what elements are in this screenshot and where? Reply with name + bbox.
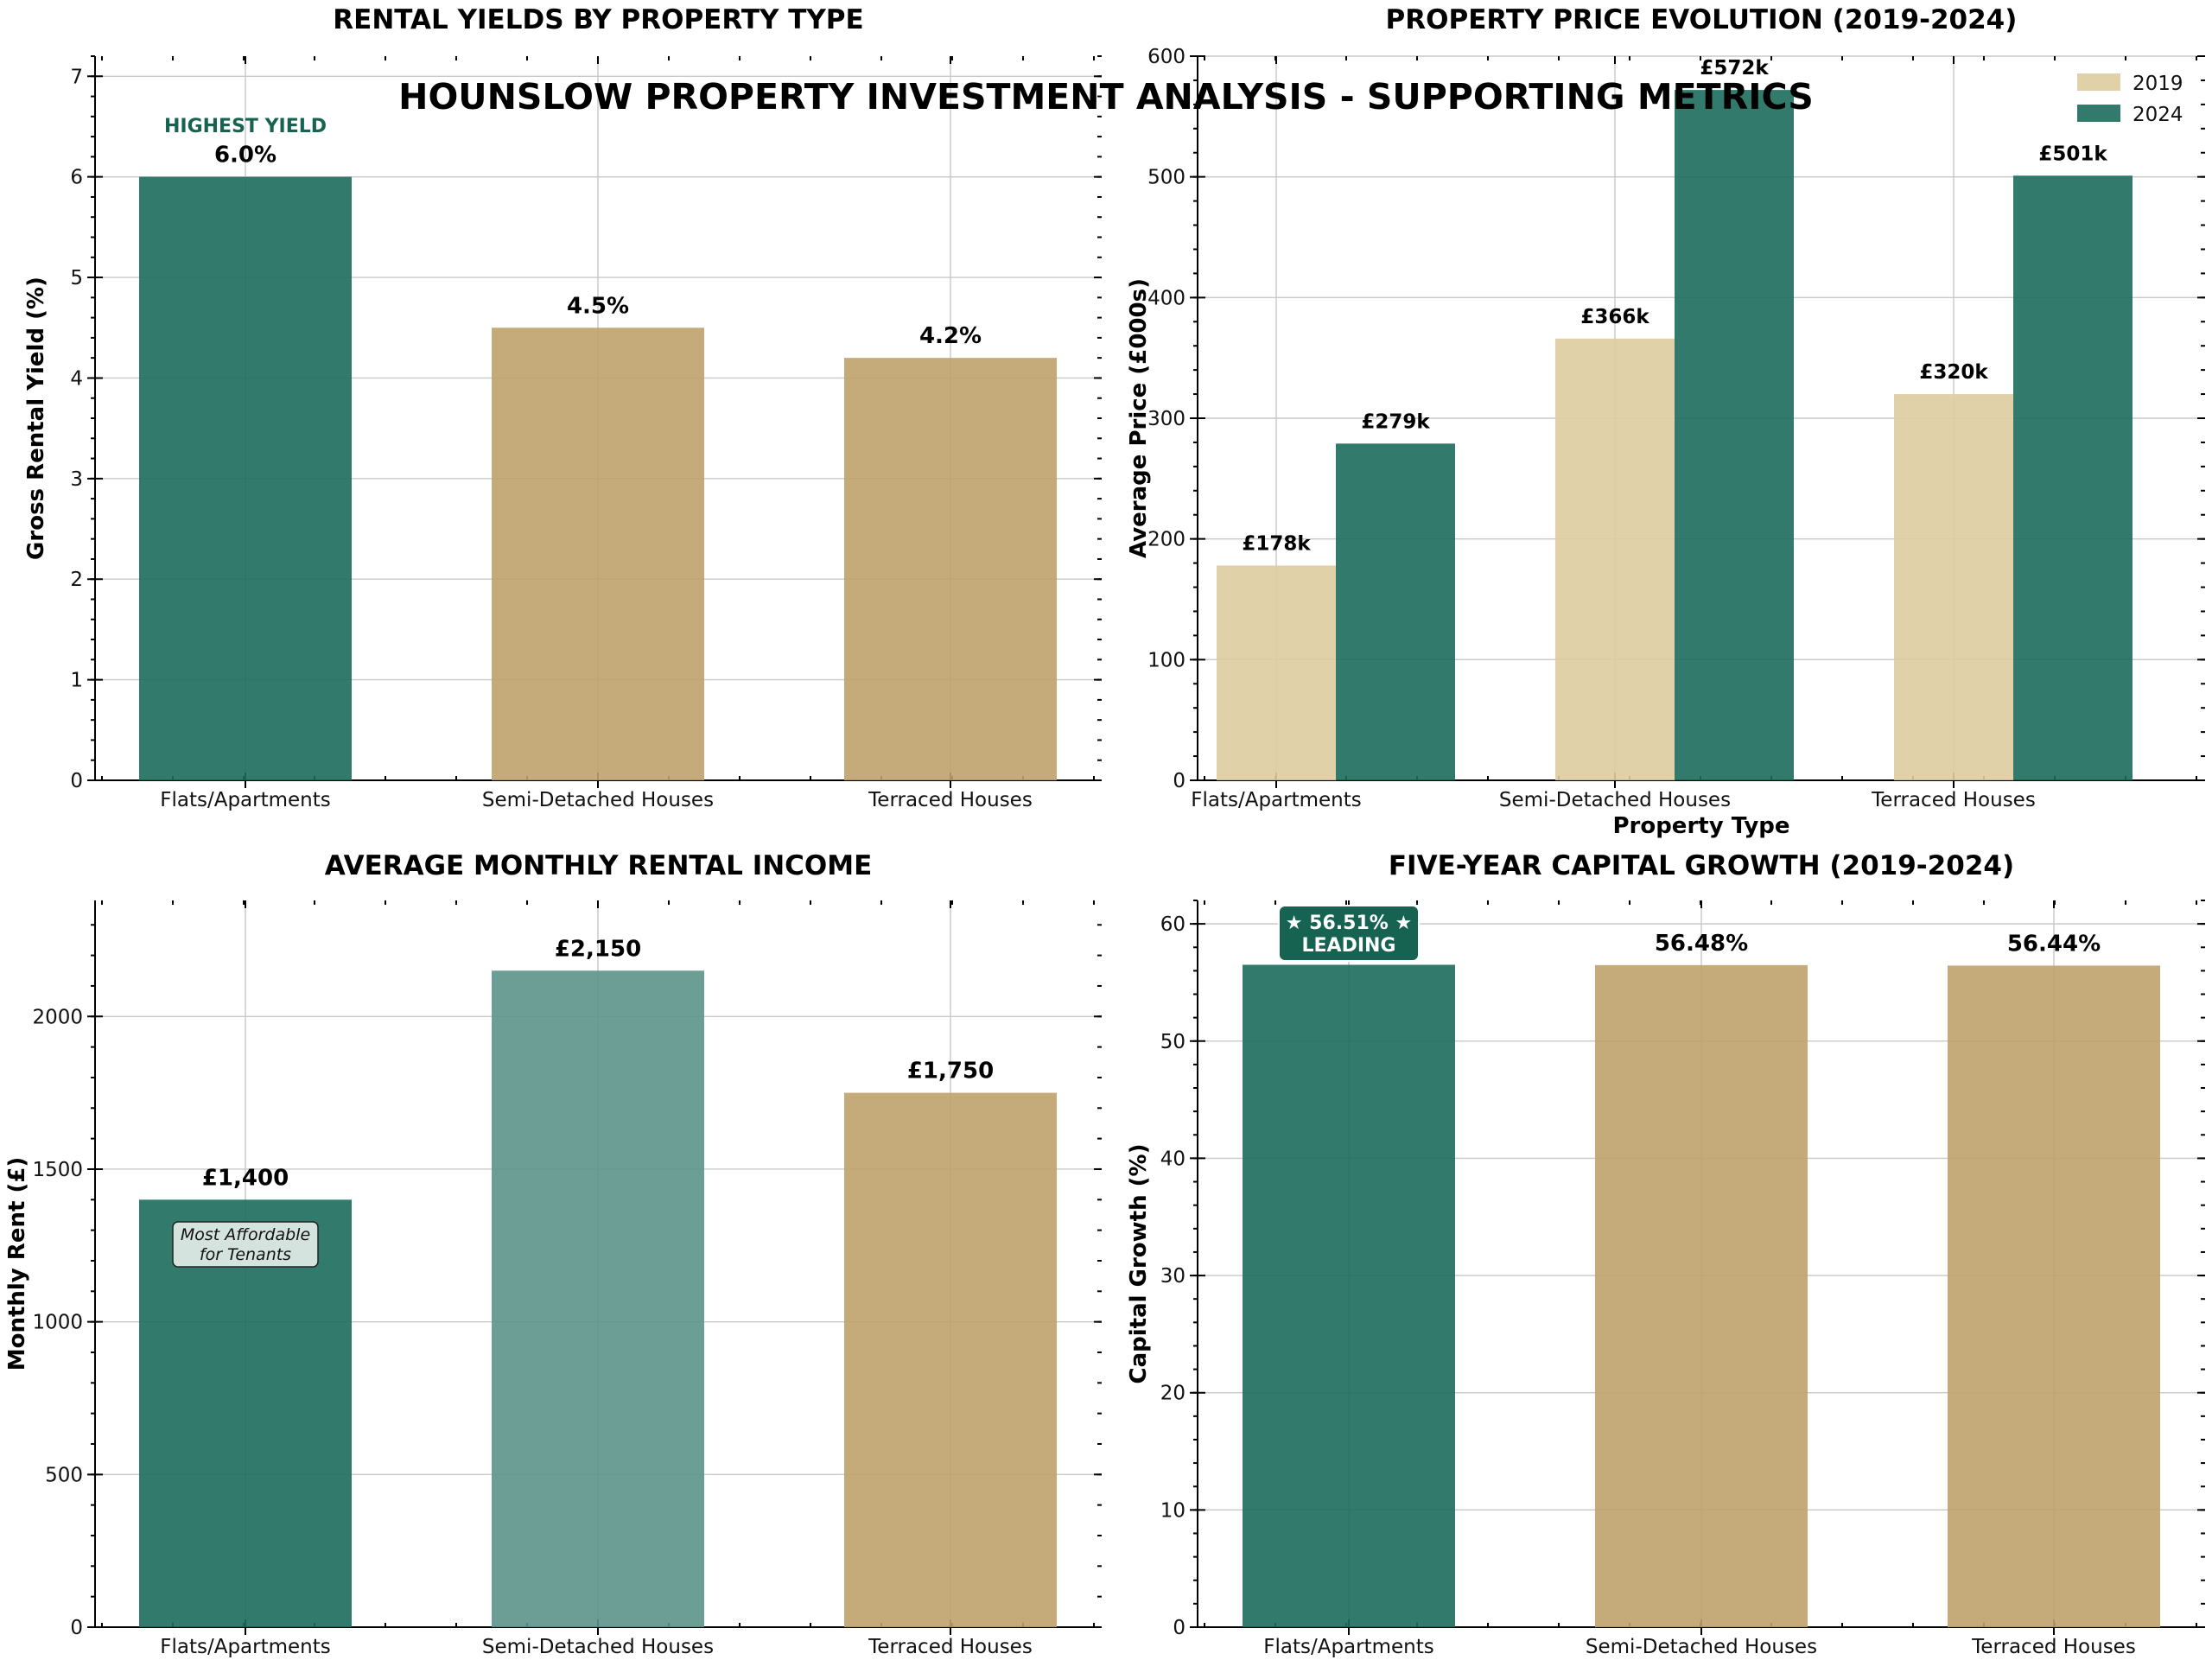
data-label: £279k — [1361, 410, 1430, 433]
bar — [139, 1199, 352, 1627]
y-axis-label: Gross Rental Yield (%) — [23, 277, 49, 560]
bar — [1243, 964, 1455, 1627]
legend-label: 2024 — [2133, 104, 2183, 126]
bar — [1595, 964, 1808, 1627]
legend-label: 2019 — [2133, 73, 2183, 95]
x-axis-label: Property Type — [1612, 813, 1789, 839]
x-tick-label: Semi-Detached Houses — [1499, 789, 1731, 811]
data-label: 56.44% — [2007, 931, 2101, 957]
panel-growth: 0 10 20 30 40 50 60 Flats/Apartments Semi-Detach… — [1126, 850, 2205, 1658]
bar — [492, 328, 704, 780]
y-tick-label: 100 — [1147, 649, 1185, 671]
y-tick-label: 7 — [70, 66, 83, 88]
y-tick-label: 0 — [70, 1617, 83, 1639]
y-tick-label: 600 — [1147, 46, 1185, 68]
y-tick-label: 0 — [1173, 770, 1185, 792]
badge-line: ★ 56.51% ★ — [1286, 913, 1412, 934]
panel-rent: 0 500 1000 1500 2000 Flats/Apartments Semi-Det… — [4, 850, 1102, 1658]
y-axis-label: Average Price (£000s) — [1126, 278, 1152, 558]
legend: 2019 2024 — [2077, 73, 2183, 126]
y-tick-label: 400 — [1147, 287, 1185, 309]
leading-badge: ★ 56.51% ★LEADING — [1278, 905, 1420, 962]
data-label: £2,150 — [555, 936, 641, 962]
y-tick-label: 0 — [70, 770, 83, 792]
x-tick-label: Flats/Apartments — [160, 1636, 331, 1658]
annotation-box — [172, 1221, 319, 1268]
x-tick-label: Semi-Detached Houses — [482, 789, 714, 811]
data-label: £1,400 — [202, 1165, 289, 1191]
annotation-line: Most Affordable — [181, 1225, 310, 1244]
bar-2024 — [1336, 443, 1455, 780]
bar-2024 — [1675, 90, 1794, 780]
y-tick-label: 1500 — [32, 1159, 83, 1181]
data-label: £320k — [1919, 361, 1988, 384]
data-label: £178k — [1242, 532, 1311, 555]
bar-2024 — [2013, 175, 2133, 780]
x-tick-label: Semi-Detached Houses — [482, 1636, 714, 1658]
y-axis-label: Capital Growth (%) — [1126, 1144, 1152, 1384]
x-tick-label: Terraced Houses — [1871, 789, 2036, 811]
data-label: 4.2% — [919, 323, 982, 349]
y-tick-label: 60 — [1160, 913, 1185, 936]
data-label: 4.5% — [567, 293, 629, 319]
annotation-line: for Tenants — [200, 1245, 291, 1264]
data-label: £366k — [1580, 306, 1649, 328]
y-tick-label: 0 — [1173, 1617, 1185, 1639]
panel-prices: 0 100 200 300 400 500 600 Flats/Apartments Semi-… — [1126, 4, 2205, 839]
bar-2019 — [1555, 338, 1675, 780]
y-tick-label: 10 — [1160, 1499, 1185, 1522]
bar — [139, 176, 352, 780]
chart-title: AVERAGE MONTHLY RENTAL INCOME — [325, 850, 873, 881]
legend-swatch — [2077, 73, 2120, 91]
y-tick-label: 500 — [45, 1464, 83, 1486]
panel-yields: 0 1 2 3 4 5 6 7 Flats/Apartments Semi-Detached Ho… — [23, 4, 1102, 811]
bar-2019 — [1217, 565, 1336, 780]
x-tick-label: Flats/Apartments — [1263, 1636, 1434, 1658]
x-tick-label: Terraced Houses — [868, 789, 1033, 811]
y-tick-label: 3 — [70, 468, 83, 491]
badge-line: LEADING — [1302, 935, 1396, 957]
chart-title: RENTAL YIELDS BY PROPERTY TYPE — [333, 4, 863, 35]
y-tick-label: 50 — [1160, 1031, 1185, 1053]
legend-swatch — [2077, 105, 2120, 122]
figure-suptitle: HOUNSLOW PROPERTY INVESTMENT ANALYSIS - … — [398, 76, 1814, 118]
y-tick-label: 2000 — [32, 1006, 83, 1028]
y-tick-label: 1 — [70, 670, 83, 692]
chart-title: PROPERTY PRICE EVOLUTION (2019-2024) — [1386, 4, 2018, 35]
data-label: £1,750 — [907, 1059, 994, 1084]
x-tick-label: Terraced Houses — [1971, 1636, 2136, 1658]
bar — [844, 1092, 1057, 1627]
y-tick-label: 2 — [70, 569, 83, 591]
y-tick-label: 5 — [70, 267, 83, 289]
y-tick-label: 4 — [70, 367, 83, 390]
data-label: £572k — [1700, 57, 1769, 80]
y-tick-label: 200 — [1147, 529, 1185, 551]
x-tick-label: Terraced Houses — [868, 1636, 1033, 1658]
badge-box — [1278, 905, 1420, 962]
data-label: 6.0% — [214, 143, 276, 169]
bar-2019 — [1894, 394, 2013, 780]
bar — [844, 358, 1057, 780]
chart-title: FIVE-YEAR CAPITAL GROWTH (2019-2024) — [1389, 850, 2014, 881]
y-tick-label: 1000 — [32, 1312, 83, 1334]
x-tick-label: Semi-Detached Houses — [1586, 1636, 1817, 1658]
y-tick-label: 20 — [1160, 1383, 1185, 1405]
y-tick-label: 500 — [1147, 167, 1185, 189]
x-tick-label: Flats/Apartments — [160, 789, 331, 811]
bar — [1948, 965, 2160, 1627]
data-label: £501k — [2038, 143, 2107, 165]
y-axis-label: Monthly Rent (£) — [4, 1157, 30, 1371]
data-label: 56.48% — [1655, 931, 1748, 957]
bar — [492, 970, 704, 1627]
highest-yield-annotation: HIGHEST YIELD — [164, 116, 327, 137]
y-tick-label: 40 — [1160, 1148, 1185, 1170]
y-tick-label: 300 — [1147, 408, 1185, 430]
x-tick-label: Flats/Apartments — [1191, 789, 1362, 811]
y-tick-label: 6 — [70, 167, 83, 189]
y-tick-label: 30 — [1160, 1265, 1185, 1288]
